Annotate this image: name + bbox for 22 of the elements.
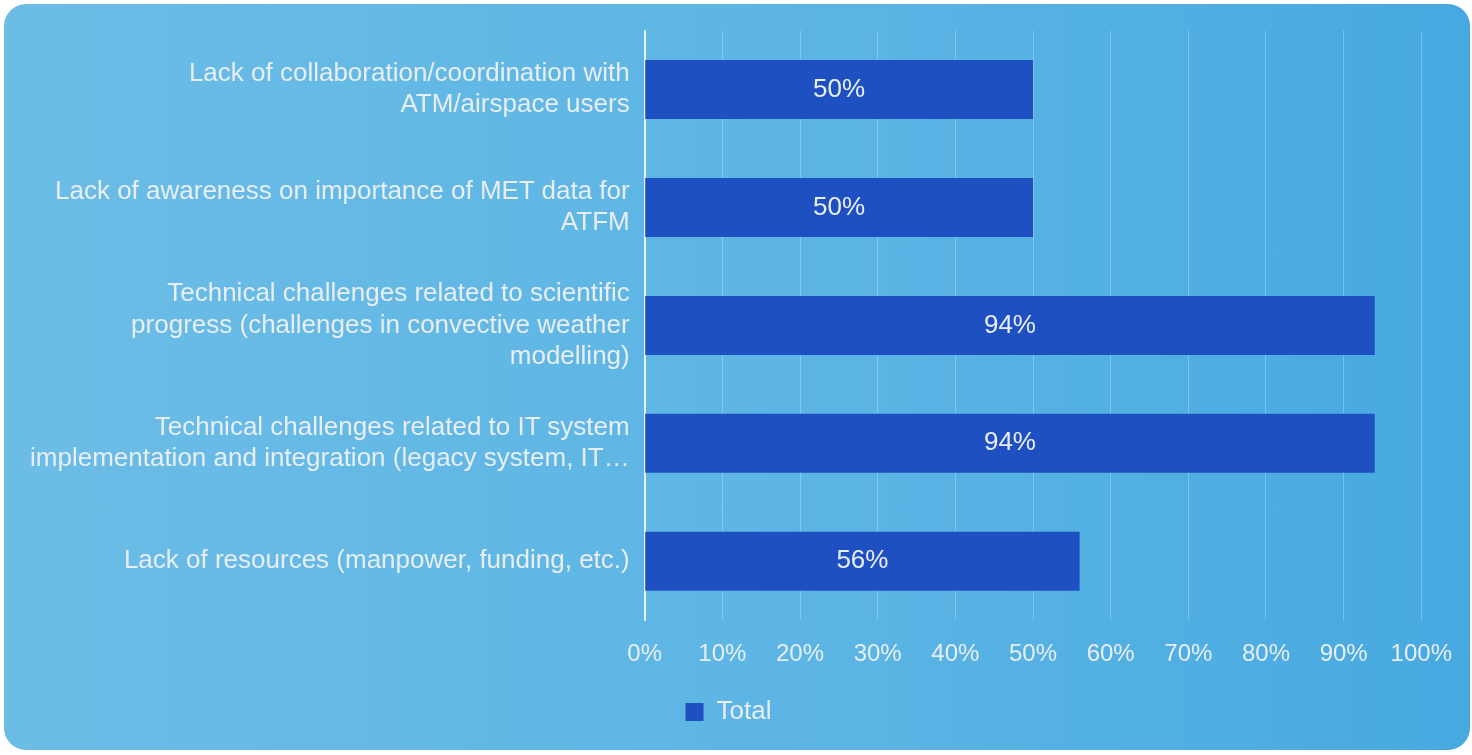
x-tick-label: 100%	[1390, 639, 1452, 667]
x-tick-label: 50%	[1008, 639, 1058, 667]
x-tick-label: 90%	[1319, 639, 1368, 667]
x-tick-label: 20%	[776, 639, 825, 667]
y-tick-label: Technical challenges related to scientific progress (challenges in convective weather modelling)	[131, 277, 631, 370]
data-label: 94%	[983, 308, 1036, 339]
x-tick-label: 60%	[1086, 639, 1135, 667]
x-tick-label: 80%	[1241, 639, 1291, 667]
legend-label: Total	[716, 695, 772, 726]
data-label: 50%	[813, 72, 866, 103]
y-tick-label: Lack of collaboration/coordination with ATM/airspace users	[188, 57, 630, 119]
data-label: 56%	[836, 544, 889, 575]
data-label: 94%	[983, 426, 1036, 457]
x-tick-label: 70%	[1164, 639, 1213, 667]
y-tick-label: Technical challenges related to IT system implementation and integration (legacy system, IT…	[30, 410, 630, 473]
y-tick-label: Lack of awareness on importance of MET data for ATFM	[55, 175, 631, 237]
y-tick-label: Lack of resources (manpower, funding, etc.)	[123, 544, 630, 575]
x-tick-label: 30%	[853, 639, 902, 667]
x-tick-label: 0%	[627, 639, 663, 667]
x-tick-label: 10%	[698, 639, 747, 667]
x-tick-label: 40%	[931, 639, 980, 667]
data-label: 50%	[813, 190, 866, 221]
